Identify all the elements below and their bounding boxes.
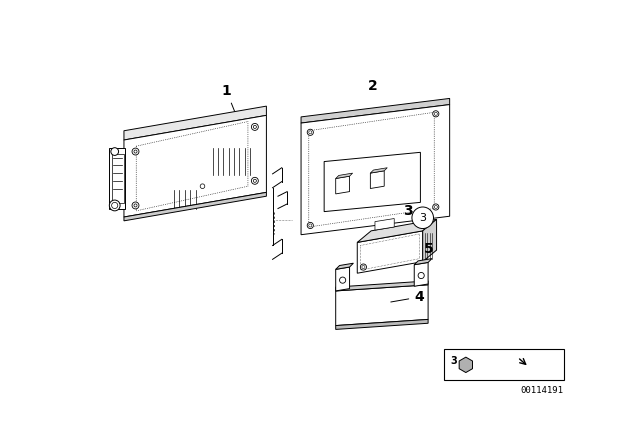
Polygon shape [336,176,349,194]
Polygon shape [336,319,428,329]
Polygon shape [109,148,125,209]
Circle shape [362,266,365,269]
Polygon shape [336,281,428,291]
Circle shape [412,207,433,228]
Polygon shape [336,263,353,269]
Polygon shape [371,168,387,173]
Polygon shape [375,219,394,230]
Polygon shape [336,173,353,178]
Polygon shape [371,171,384,189]
Polygon shape [422,220,436,262]
Circle shape [134,150,137,153]
Circle shape [435,112,437,116]
Text: 2: 2 [368,79,378,93]
Circle shape [200,184,205,189]
Circle shape [134,204,137,207]
Circle shape [435,206,437,208]
Text: 3: 3 [403,204,413,218]
Circle shape [462,361,470,369]
Text: 1: 1 [221,84,235,111]
Circle shape [307,222,314,228]
Polygon shape [124,192,266,221]
Circle shape [433,204,439,210]
Circle shape [418,272,424,279]
Circle shape [132,202,139,209]
Polygon shape [336,285,428,326]
Circle shape [360,264,367,270]
Polygon shape [336,267,349,291]
Polygon shape [324,152,420,211]
Polygon shape [459,357,472,373]
Polygon shape [111,154,124,203]
Text: 3: 3 [451,356,457,366]
Text: 00114191: 00114191 [520,386,564,396]
Circle shape [111,202,118,208]
Circle shape [109,200,120,211]
Circle shape [111,148,118,155]
Polygon shape [357,231,422,273]
Circle shape [252,177,259,184]
Circle shape [252,124,259,130]
Circle shape [340,277,346,283]
Circle shape [253,125,257,129]
Circle shape [307,129,314,135]
Bar [444,349,564,380]
Polygon shape [414,258,432,265]
Text: 4: 4 [391,290,424,304]
Polygon shape [301,99,450,123]
Polygon shape [414,263,428,286]
Circle shape [132,148,139,155]
Polygon shape [124,106,266,140]
Circle shape [433,111,439,117]
Circle shape [308,224,312,227]
Polygon shape [301,104,450,235]
Polygon shape [357,220,436,242]
Circle shape [308,131,312,134]
Text: 3: 3 [419,213,426,223]
Circle shape [253,179,257,182]
Polygon shape [124,116,266,217]
Text: 5: 5 [424,241,434,255]
